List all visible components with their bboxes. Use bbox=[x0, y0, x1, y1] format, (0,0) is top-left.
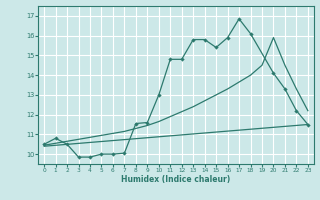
X-axis label: Humidex (Indice chaleur): Humidex (Indice chaleur) bbox=[121, 175, 231, 184]
